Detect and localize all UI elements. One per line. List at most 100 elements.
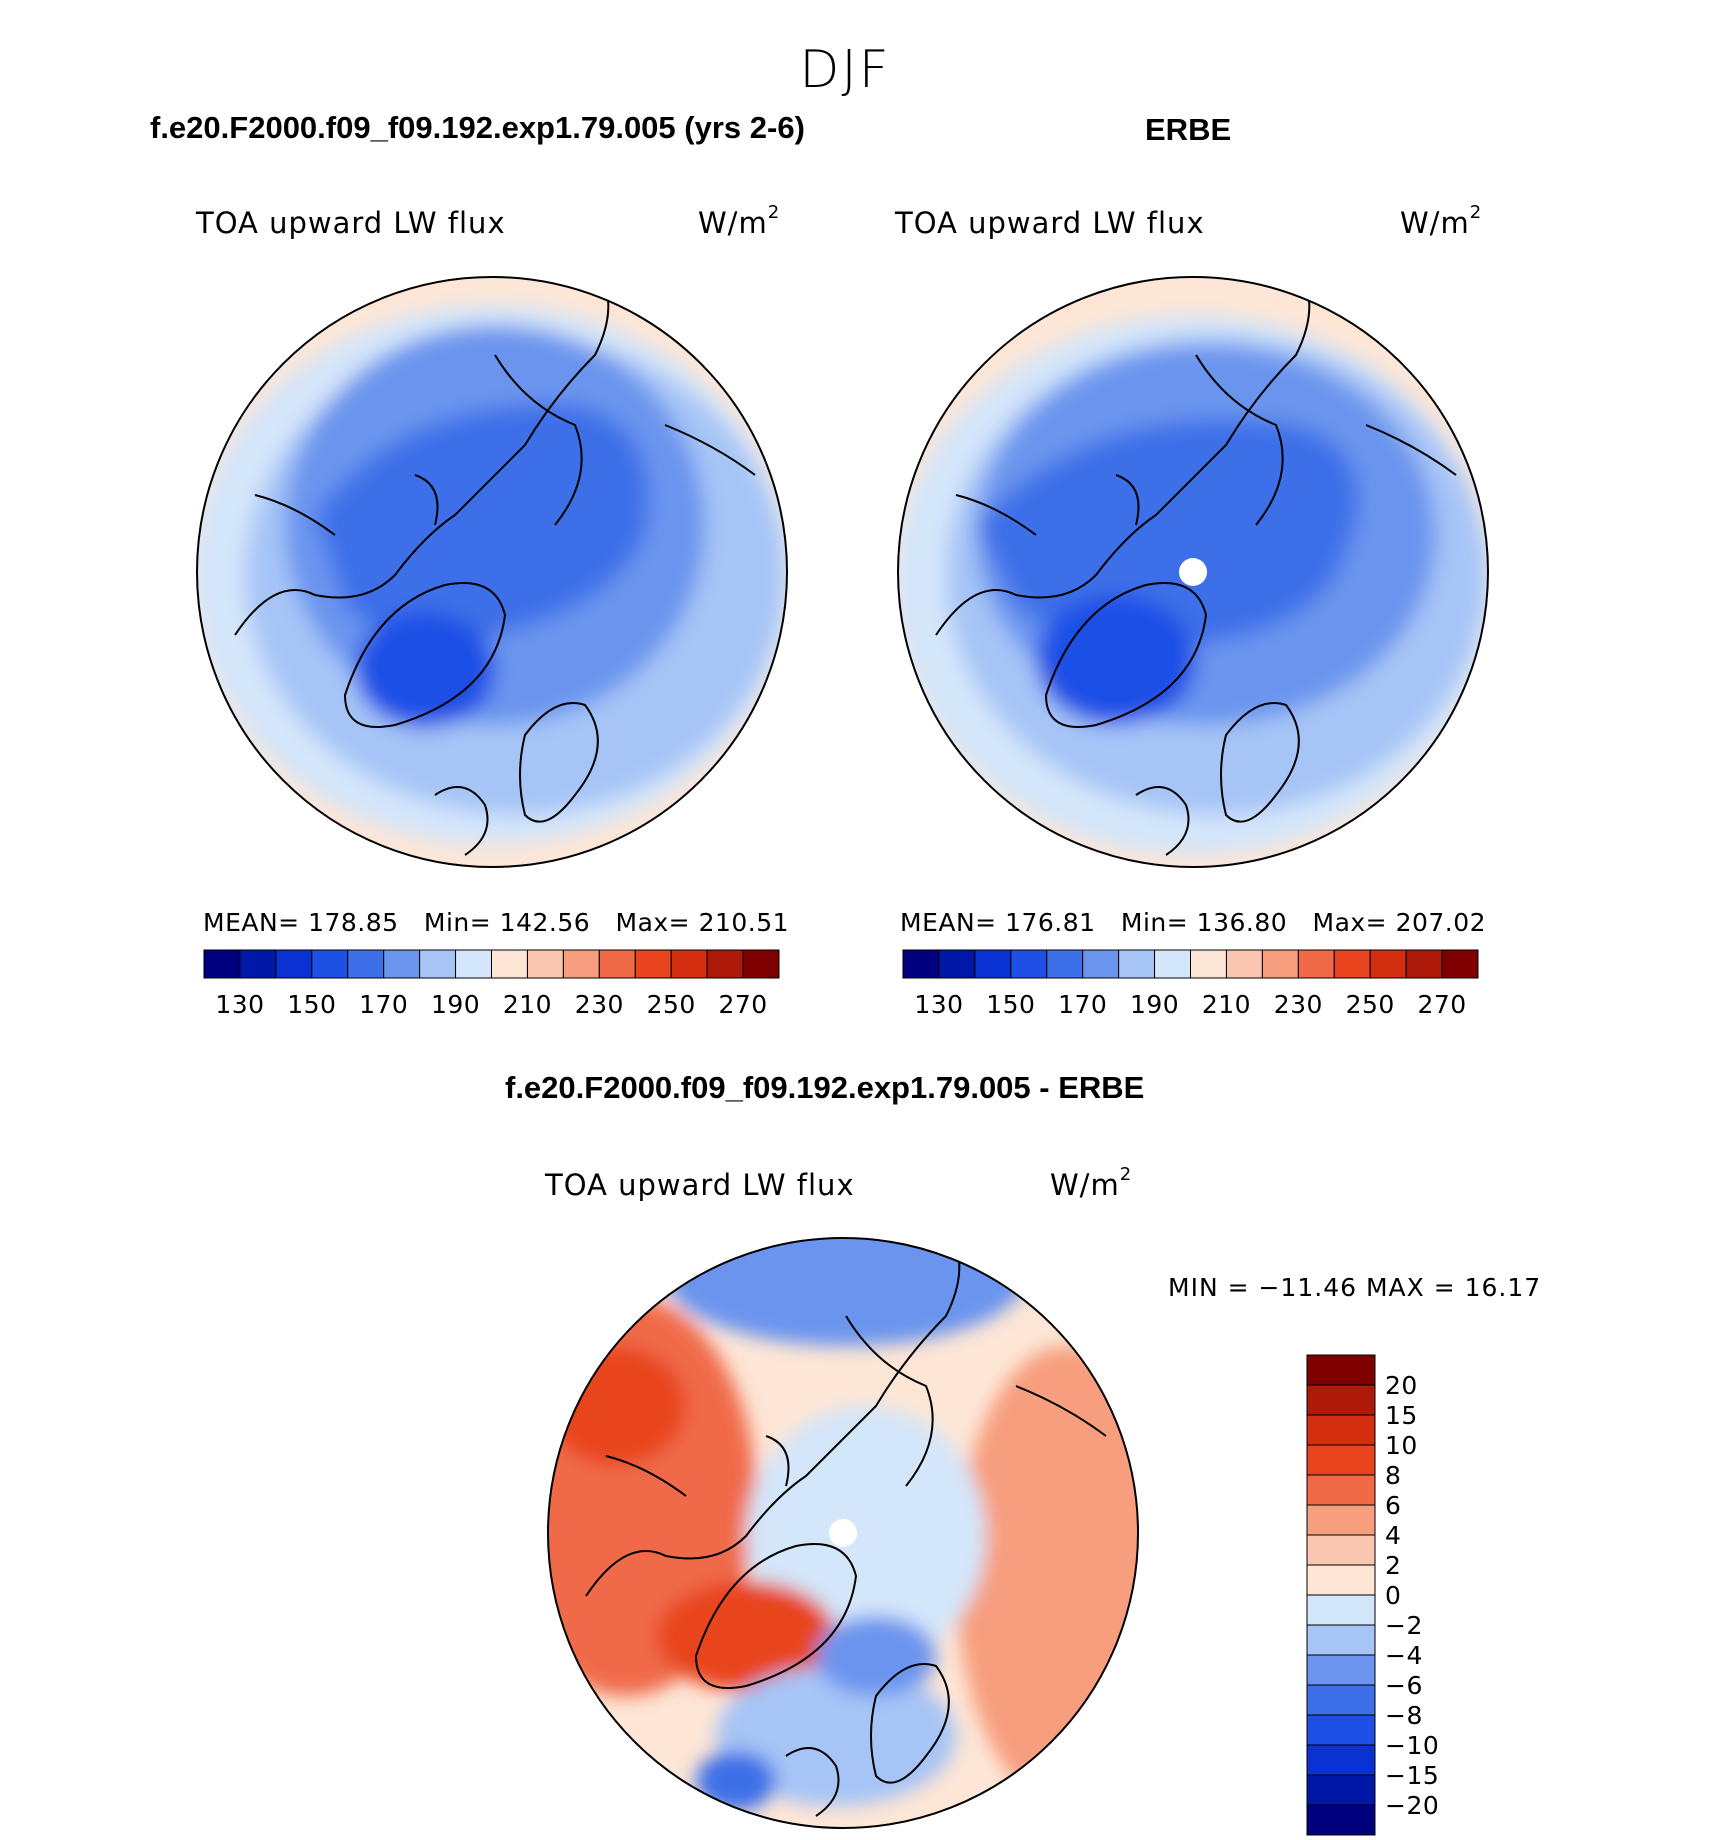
panel3-colorbar xyxy=(1306,1354,1376,1836)
panel1-title: f.e20.F2000.f09_f09.192.exp1.79.005 (yrs… xyxy=(150,110,805,145)
panel3-colorbar-tick-label: −6 xyxy=(1385,1671,1423,1700)
panel3-colorbar-tick-label: −4 xyxy=(1385,1641,1423,1670)
panel1-colorbar-tick-label: 270 xyxy=(718,990,768,1019)
panel3-title: f.e20.F2000.f09_f09.192.exp1.79.005 - ER… xyxy=(505,1070,1145,1105)
panel3-coastlines xyxy=(585,1245,1107,1817)
panel2-colorbar-tick-label: 170 xyxy=(1058,990,1108,1019)
panel3-colorbar-swatch xyxy=(1306,1774,1376,1806)
panel3-colorbar-swatch xyxy=(1306,1624,1376,1656)
panel3-colorbar-swatch xyxy=(1306,1414,1376,1446)
panel1-map-boundary xyxy=(196,276,788,868)
panel1-colorbar-swatch xyxy=(311,949,349,979)
panel1-colorbar-swatch xyxy=(526,949,564,979)
panel3-colorbar-swatch xyxy=(1306,1564,1376,1596)
panel3-colorbar-tick-label: 10 xyxy=(1385,1431,1418,1460)
panel2-colorbar-swatch xyxy=(1154,949,1191,979)
panel1-colorbar-tick-label: 170 xyxy=(359,990,409,1019)
panel2-colorbar-swatch xyxy=(1046,949,1084,979)
panel2-colorbar-swatch xyxy=(1118,949,1156,979)
panel1-colorbar-swatch xyxy=(203,949,241,979)
panel3-units: W/m2 xyxy=(1050,1164,1133,1202)
panel1-colorbar-swatch xyxy=(275,949,313,979)
panel1-colorbar-swatch xyxy=(742,949,780,979)
panel3-field-blue-south xyxy=(716,1666,956,1806)
panel3-polar-map xyxy=(547,1237,1139,1829)
panel1-stats: MEAN= 178.85 Min= 142.56 Max= 210.51 xyxy=(203,908,790,937)
panel2-colorbar-swatch xyxy=(1369,949,1407,979)
panel2-colorbar-tick-label: 190 xyxy=(1129,990,1180,1019)
panel3-field-blue-scandinavia xyxy=(816,1616,936,1696)
panel1-field-label: TOA upward LW flux xyxy=(196,206,506,240)
panel3-field-greenland-red xyxy=(656,1581,836,1691)
panel3-colorbar-tick-label: 0 xyxy=(1385,1581,1402,1610)
panel3-colorbar-swatch xyxy=(1306,1384,1376,1416)
panel2-colorbar-swatch xyxy=(974,949,1012,979)
panel1-colorbar xyxy=(203,949,780,979)
panel3-colorbar-tick-label: −8 xyxy=(1385,1701,1423,1730)
panel3-pole-gap xyxy=(829,1519,857,1547)
panel1-field-greenland xyxy=(355,612,495,728)
panel3-map-boundary xyxy=(547,1237,1139,1829)
panel3-field-red-east xyxy=(956,1346,1138,1806)
panel2-stats: MEAN= 176.81 Min= 136.80 Max= 207.02 xyxy=(900,908,1487,937)
panel2-colorbar-swatch xyxy=(1333,949,1371,979)
panel3-field-blue-south-core xyxy=(696,1751,776,1811)
panel1-colorbar-ticks: 130 150 170 190 210 230 250 270 xyxy=(204,990,779,1020)
panel1-coastlines xyxy=(234,284,756,856)
panel2-colorbar-swatch xyxy=(1082,949,1120,979)
panel3-colorbar-ticks: −20 −15 −10 −8 −6 −4 −2 0 2 4 6 8 10 15 20 xyxy=(1385,1355,1465,1835)
panel2-colorbar-swatch xyxy=(1405,949,1443,979)
panel2-colorbar-swatch xyxy=(1190,949,1227,979)
panel3-colorbar-tick-label: −15 xyxy=(1385,1761,1440,1790)
panel1-colorbar-swatch xyxy=(634,949,672,979)
panel3-colorbar-swatch xyxy=(1306,1444,1376,1476)
panel2-colorbar-swatch xyxy=(1261,949,1299,979)
panel2-pole-gap xyxy=(1179,558,1207,586)
panel2-colorbar-tick-label: 250 xyxy=(1345,990,1395,1019)
panel2-colorbar-swatch xyxy=(902,949,940,979)
panel3-colorbar-swatch xyxy=(1306,1594,1376,1626)
panel3-colorbar-swatch xyxy=(1306,1654,1376,1686)
panel3-colorbar-swatch xyxy=(1306,1474,1376,1506)
panel1-field-blue-2 xyxy=(315,404,649,641)
panel2-colorbar-swatch xyxy=(1297,949,1335,979)
panel3-colorbar-swatch xyxy=(1306,1534,1376,1566)
panel3-field-blue-north xyxy=(666,1238,1026,1346)
panel1-colorbar-swatch xyxy=(706,949,744,979)
panel2-units: W/m2 xyxy=(1400,202,1483,240)
panel2-colorbar-ticks: 130 150 170 190 210 230 250 270 xyxy=(903,990,1478,1020)
panel1-colorbar-tick-label: 130 xyxy=(215,990,265,1019)
panel3-colorbar-tick-label: 6 xyxy=(1385,1491,1402,1520)
panel1-colorbar-swatch xyxy=(347,949,385,979)
panel2-polar-map xyxy=(897,276,1489,868)
panel1-colorbar-swatch xyxy=(383,949,421,979)
panel2-field-greenland xyxy=(1036,595,1196,725)
panel3-colorbar-swatch xyxy=(1306,1354,1376,1386)
panel3-colorbar-swatch xyxy=(1306,1744,1376,1776)
figure-season-title: DJF xyxy=(799,40,891,100)
panel1-units: W/m2 xyxy=(698,202,781,240)
panel1-colorbar-tick-label: 250 xyxy=(646,990,696,1019)
panel1-colorbar-swatch xyxy=(598,949,636,979)
panel3-colorbar-tick-label: 8 xyxy=(1385,1461,1402,1490)
panel2-colorbar-swatch xyxy=(938,949,976,979)
panel2-colorbar-swatch xyxy=(1441,949,1479,979)
panel3-stats: MIN = −11.46 MAX = 16.17 xyxy=(1168,1273,1542,1302)
panel2-colorbar-tick-label: 210 xyxy=(1201,990,1252,1019)
panel3-colorbar-tick-label: 15 xyxy=(1385,1401,1418,1430)
panel2-map-boundary xyxy=(897,276,1489,868)
panel3-colorbar-tick-label: 4 xyxy=(1385,1521,1402,1550)
panel2-colorbar-tick-label: 270 xyxy=(1417,990,1467,1019)
panel3-colorbar-swatch xyxy=(1306,1804,1376,1836)
panel1-colorbar-swatch xyxy=(455,949,492,979)
panel1-colorbar-swatch xyxy=(491,949,528,979)
panel1-colorbar-swatch xyxy=(419,949,457,979)
panel1-colorbar-swatch xyxy=(670,949,708,979)
panel2-field-blue-2 xyxy=(976,419,1359,647)
panel2-colorbar-tick-label: 230 xyxy=(1273,990,1323,1019)
panel2-colorbar-swatch xyxy=(1225,949,1263,979)
panel1-colorbar-swatch xyxy=(239,949,277,979)
panel2-colorbar xyxy=(902,949,1479,979)
panel2-title: ERBE xyxy=(1145,112,1232,147)
panel1-colorbar-tick-label: 210 xyxy=(502,990,553,1019)
